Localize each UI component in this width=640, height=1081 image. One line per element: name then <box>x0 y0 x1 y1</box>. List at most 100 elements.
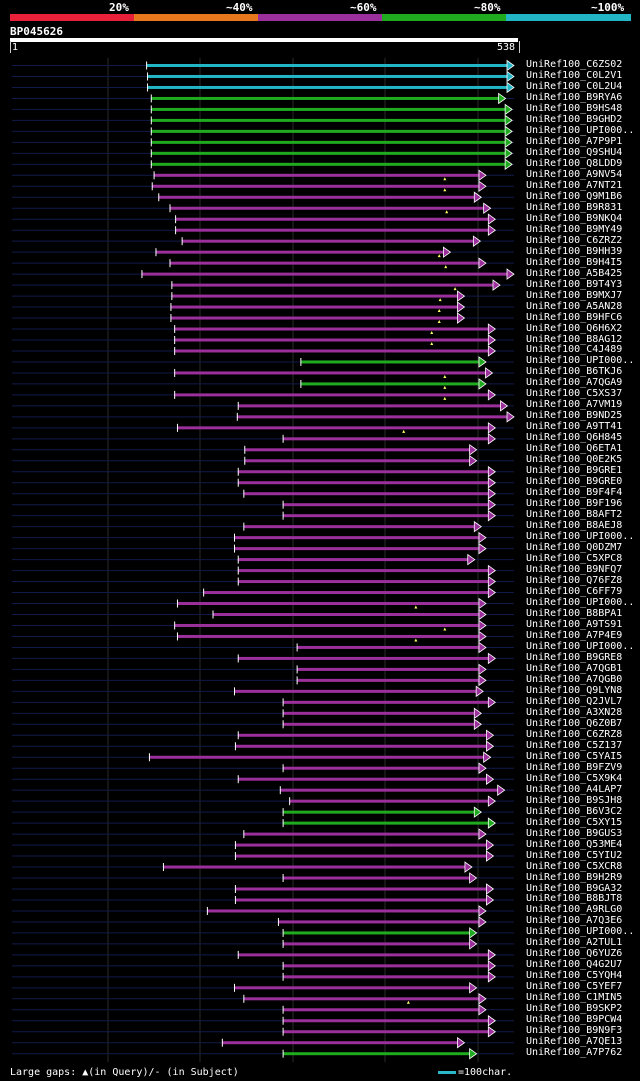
hit-id-label[interactable]: UniRef100_B9GA32 <box>526 882 623 894</box>
hit-id-label[interactable]: UniRef100_A2TUL1 <box>526 937 623 949</box>
hit-id-label[interactable]: UniRef100_Q6H845 <box>526 432 623 444</box>
hit-id-label[interactable]: UniRef100_B8BPA1 <box>526 608 623 619</box>
alignment-bar <box>234 547 480 551</box>
hit-id-label[interactable]: UniRef100_B8BJT8 <box>526 893 623 905</box>
hit-id-label[interactable]: UniRef100_A7P9P1 <box>526 135 623 147</box>
hit-id-label[interactable]: UniRef100_B9FZV9 <box>526 761 623 773</box>
hit-id-label[interactable]: UniRef100_C6ZRZ2 <box>526 234 623 246</box>
hit-id-label[interactable]: UniRef100_C5XY15 <box>526 816 623 828</box>
hit-id-label[interactable]: UniRef100_A7VM19 <box>526 399 623 411</box>
query-id: BP045626 <box>10 25 63 38</box>
hit-id-label[interactable]: UniRef100_B9GRE1 <box>526 465 623 477</box>
hit-id-label[interactable]: UniRef100_A7QGB0 <box>526 673 623 685</box>
hit-id-label[interactable]: UniRef100_B9HFC6 <box>526 311 623 323</box>
hit-id-label[interactable]: UniRef100_B9GRE0 <box>526 476 623 488</box>
hit-id-label[interactable]: UniRef100_B9GHD2 <box>526 113 623 125</box>
hit-id-label[interactable]: UniRef100_B9F4F4 <box>526 487 623 499</box>
hit-id-label[interactable]: UniRef100_B9HH39 <box>526 245 623 257</box>
hit-id-label[interactable]: UniRef100_A5AN28 <box>526 300 623 312</box>
hit-id-label[interactable]: UniRef100_B9F196 <box>526 498 623 510</box>
hit-id-label[interactable]: UniRef100_UPI000.. <box>526 355 635 367</box>
hit-id-label[interactable]: UniRef100_A9NV54 <box>526 168 623 180</box>
hit-id-label[interactable]: UniRef100_C1MIN5 <box>526 992 623 1004</box>
hit-id-label[interactable]: UniRef100_B9HS48 <box>526 102 623 114</box>
alignment-end-arrow <box>478 828 487 840</box>
alignment-bar <box>244 459 471 463</box>
hit-id-label[interactable]: UniRef100_A9TT41 <box>526 421 623 433</box>
hit-id-label[interactable]: UniRef100_B9SKP2 <box>526 1003 623 1015</box>
hit-id-label[interactable]: UniRef100_A9TS91 <box>526 618 623 630</box>
hit-id-label[interactable]: UniRef100_Q76FZ8 <box>526 575 623 587</box>
hit-id-label[interactable]: UniRef100_C4J489 <box>526 344 623 356</box>
hit-id-label[interactable]: UniRef100_B9H2R9 <box>526 871 623 883</box>
hit-id-label[interactable]: UniRef100_C0L2V1 <box>526 69 623 81</box>
hit-id-label[interactable]: UniRef100_C5Z137 <box>526 739 623 751</box>
hit-id-label[interactable]: UniRef100_A5B425 <box>526 267 623 279</box>
alignment-bar <box>151 140 507 144</box>
hit-id-label[interactable]: UniRef100_B9ND25 <box>526 410 623 422</box>
hit-id-label[interactable]: UniRef100_C5XCR8 <box>526 860 623 872</box>
hit-id-label[interactable]: UniRef100_Q9M1B6 <box>526 190 623 202</box>
alignment-end-arrow <box>487 971 496 983</box>
hit-id-label[interactable]: UniRef100_Q6H6X2 <box>526 322 623 334</box>
alignment-bar <box>174 349 490 353</box>
hit-id-label[interactable]: UniRef100_A7QGB1 <box>526 662 623 674</box>
hit-id-label[interactable]: UniRef100_Q4G2U7 <box>526 959 623 971</box>
hit-id-label[interactable]: UniRef100_Q6Z0B7 <box>526 717 623 729</box>
hit-id-label[interactable]: UniRef100_Q0E2K5 <box>526 454 623 466</box>
legend-percent-label: ~80% <box>474 1 501 14</box>
hit-id-label[interactable]: UniRef100_A7QGA9 <box>526 377 623 389</box>
hit-id-label[interactable]: UniRef100_B6V3C2 <box>526 805 623 817</box>
hit-id-label[interactable]: UniRef100_A7P4E9 <box>526 629 623 641</box>
hit-id-label[interactable]: UniRef100_C5X9K4 <box>526 772 623 784</box>
hit-id-label[interactable]: UniRef100_Q9SHU4 <box>526 146 623 158</box>
hit-id-label[interactable]: UniRef100_C6FF79 <box>526 586 623 598</box>
hit-id-label[interactable]: UniRef100_UPI000.. <box>526 640 635 652</box>
hit-id-label[interactable]: UniRef100_B9GRE8 <box>526 651 623 663</box>
hit-id-label[interactable]: UniRef100_C5YQH4 <box>526 970 623 982</box>
hit-id-label[interactable]: UniRef100_B6TKJ6 <box>526 366 623 378</box>
hit-id-label[interactable]: UniRef100_UPI000.. <box>526 531 635 543</box>
hit-id-label[interactable]: UniRef100_Q2JVL7 <box>526 695 623 707</box>
alignment-end-arrow <box>464 861 473 873</box>
hit-id-label[interactable]: UniRef100_B9RYA6 <box>526 91 623 103</box>
hit-id-label[interactable]: UniRef100_C5YEF7 <box>526 981 623 993</box>
hit-id-label[interactable]: UniRef100_B9NKQ4 <box>526 212 623 224</box>
hit-id-label[interactable]: UniRef100_C5YAI5 <box>526 750 623 762</box>
hit-id-label[interactable]: UniRef100_UPI000.. <box>526 597 635 609</box>
hit-id-label[interactable]: UniRef100_B9MY49 <box>526 223 623 235</box>
hit-id-label[interactable]: UniRef100_UPI000.. <box>526 124 635 136</box>
hit-id-label[interactable]: UniRef100_B9GUS3 <box>526 827 623 839</box>
hit-id-label[interactable]: UniRef100_C6ZS02 <box>526 59 623 70</box>
hit-id-label[interactable]: UniRef100_A9RLG0 <box>526 904 623 916</box>
hit-id-label[interactable]: UniRef100_Q9LYN8 <box>526 684 623 696</box>
hit-id-label[interactable]: UniRef100_A7QE13 <box>526 1036 623 1048</box>
hit-id-label[interactable]: UniRef100_B8AEJ8 <box>526 520 623 532</box>
hit-id-label[interactable]: UniRef100_B9MXJ7 <box>526 289 623 301</box>
hit-id-label[interactable]: UniRef100_C0L2U4 <box>526 80 623 92</box>
hit-id-label[interactable]: UniRef100_B9NFQ7 <box>526 564 623 576</box>
hit-id-label[interactable]: UniRef100_Q6YUZ6 <box>526 948 623 960</box>
hit-id-label[interactable]: UniRef100_A7P762 <box>526 1047 623 1059</box>
hit-id-label[interactable]: UniRef100_B8AFT2 <box>526 509 623 521</box>
hit-id-label[interactable]: UniRef100_C5XPC8 <box>526 553 623 565</box>
hit-id-label[interactable]: UniRef100_C5XS37 <box>526 388 623 400</box>
hit-id-label[interactable]: UniRef100_A4LAP7 <box>526 783 623 795</box>
hit-id-label[interactable]: UniRef100_A7Q3E6 <box>526 915 623 927</box>
hit-id-label[interactable]: UniRef100_Q8LDD9 <box>526 157 623 169</box>
hit-id-label[interactable]: UniRef100_B9R831 <box>526 201 623 213</box>
hit-id-label[interactable]: UniRef100_B9T4Y3 <box>526 278 623 290</box>
hit-id-label[interactable]: UniRef100_B9PCW4 <box>526 1014 623 1026</box>
hit-id-label[interactable]: UniRef100_Q6ETA1 <box>526 443 623 455</box>
hit-id-label[interactable]: UniRef100_B9N9F3 <box>526 1025 623 1037</box>
hit-id-label[interactable]: UniRef100_C6ZRZ8 <box>526 728 623 740</box>
hit-id-label[interactable]: UniRef100_Q0DZM7 <box>526 542 623 554</box>
hit-id-label[interactable]: UniRef100_B9H4I5 <box>526 256 623 268</box>
hit-id-label[interactable]: UniRef100_B9SJH8 <box>526 794 623 806</box>
hit-id-label[interactable]: UniRef100_A7NT21 <box>526 179 623 191</box>
hit-id-label[interactable]: UniRef100_Q53ME4 <box>526 838 623 850</box>
hit-id-label[interactable]: UniRef100_UPI000.. <box>526 926 635 938</box>
hit-id-label[interactable]: UniRef100_B8AG12 <box>526 333 623 345</box>
hit-id-label[interactable]: UniRef100_A3XN28 <box>526 706 623 718</box>
hit-id-label[interactable]: UniRef100_C5YIU2 <box>526 849 623 861</box>
